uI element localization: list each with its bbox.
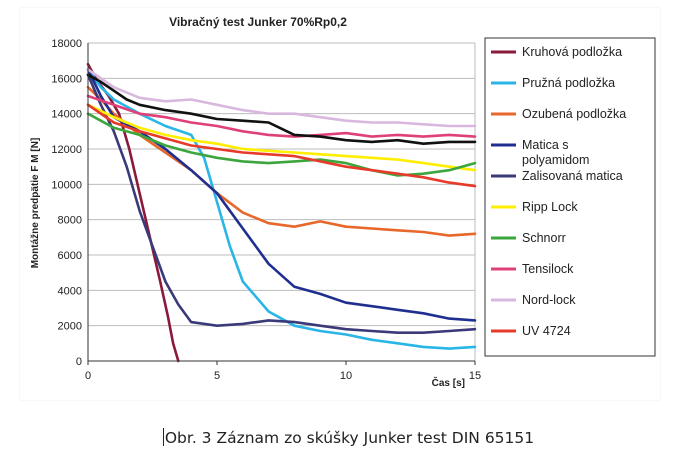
x-tick-label: 15 <box>469 370 481 382</box>
legend-label: Schnorr <box>522 231 566 245</box>
y-tick-label: 16000 <box>51 73 82 85</box>
chart-svg: Vibračný test Junker 70%Rp0,2 0 5 10 15 0 20… <box>30 15 656 389</box>
legend-label: Matica s polyamidom <box>522 138 589 167</box>
legend-label: Tensilock <box>522 262 574 276</box>
y-tick-label: 12000 <box>51 144 82 156</box>
x-tick-layer: 0 5 10 15 <box>85 361 481 382</box>
y-tick-layer: 0 2000 4000 6000 8000 10000 12000 14000 16000 180… <box>51 38 82 368</box>
series-line-5 <box>86 73 477 335</box>
chart-figure: Vibračný test Junker 70%Rp0,2 0 5 10 15 0 20… <box>20 8 660 400</box>
y-tick-label: 10000 <box>51 179 82 191</box>
series-line-4 <box>86 68 477 322</box>
text-cursor <box>162 428 164 446</box>
y-tick-label: 8000 <box>58 215 82 227</box>
legend-label: Kruhová podložka <box>522 45 622 59</box>
legend-label: Ripp Lock <box>522 200 578 214</box>
legend-label: Zalisovaná matica <box>522 169 623 183</box>
y-tick-label: 14000 <box>51 109 82 121</box>
y-tick-label: 0 <box>76 356 82 368</box>
series-line-10 <box>86 103 477 188</box>
series-layer <box>86 62 477 363</box>
legend-label: UV 4724 <box>522 324 571 338</box>
y-tick-label: 18000 <box>51 38 82 50</box>
series-line-8 <box>86 94 477 138</box>
x-tick-label: 10 <box>340 370 352 382</box>
legend-label: Pružná podložka <box>522 76 615 90</box>
chart-title: Vibračný test Junker 70%Rp0,2 <box>169 15 347 29</box>
legend-label: Nord-lock <box>522 293 576 307</box>
series-line-11 <box>86 73 477 145</box>
y-tick-label: 6000 <box>58 250 82 262</box>
figure-caption: Obr. 3 Záznam zo skúšky Junker test DIN … <box>0 428 697 447</box>
x-tick-label: 0 <box>85 370 91 382</box>
legend-label: Ozubená podložka <box>522 107 626 121</box>
x-tick-label: 5 <box>214 370 220 382</box>
series-line-6 <box>86 103 477 172</box>
x-axis-label: Čas [s] <box>432 376 465 389</box>
legend-box <box>484 37 656 357</box>
legend: Kruhová podložka Pružná podložka Ozubená p… <box>491 45 626 338</box>
y-tick-label: 4000 <box>58 285 82 297</box>
series-line-2 <box>86 68 477 350</box>
y-tick-label: 2000 <box>58 321 82 333</box>
series-line-9 <box>86 68 477 128</box>
y-axis-label: Montážne predpätie F M [N] <box>30 138 41 269</box>
grid-layer <box>88 42 476 361</box>
figure-caption-text: Obr. 3 Záznam zo skúšky Junker test DIN … <box>164 429 535 447</box>
